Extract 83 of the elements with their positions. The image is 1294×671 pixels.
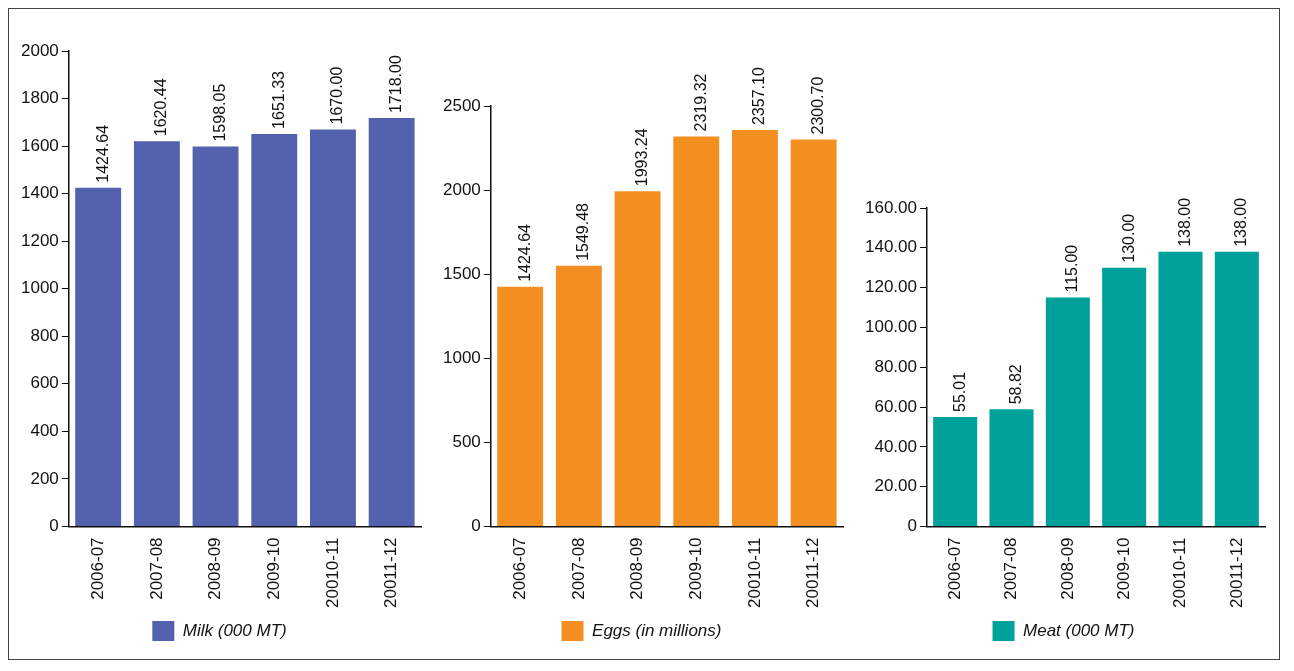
data-label: 2300.70 [809,76,827,135]
data-label: 1424.64 [93,124,111,183]
y-tick-label: 80.00 [874,356,917,376]
data-label: 1651.33 [269,70,287,129]
bar [1214,251,1259,526]
y-tick-label: 1000 [442,347,481,367]
bar [192,146,239,526]
y-tick-label: 1200 [20,230,59,250]
bar [732,130,778,526]
x-tick-label: 2007-08 [146,537,166,600]
data-label: 1549.48 [574,202,592,261]
x-tick-label: 20011-12 [381,537,401,609]
x-tick-label: 2006-07 [87,537,107,600]
data-label: 1620.44 [152,78,170,137]
y-tick-label: 0 [907,516,917,536]
y-tick-label: 1800 [20,88,59,108]
y-tick-label: 600 [30,373,59,393]
y-tick-label: 160.00 [865,197,917,217]
y-tick-label: 2000 [20,40,59,60]
data-label: 115.00 [1063,244,1081,293]
x-tick-label: 2008-09 [205,537,225,600]
x-tick-label: 20011-12 [1226,537,1246,609]
y-tick-label: 1600 [20,135,59,155]
bar [1158,251,1203,526]
x-tick-label: 20010-11 [322,537,342,609]
bar [368,118,415,526]
y-tick-label: 1400 [20,183,59,203]
data-label: 1598.05 [210,83,228,142]
bar [497,286,544,526]
legend-label: Eggs (in millions) [592,620,722,640]
x-tick-label: 20010-11 [744,537,764,609]
data-label: 138.00 [1232,197,1250,247]
y-tick-label: 140.00 [865,237,917,257]
y-tick-label: 40.00 [874,436,917,456]
bar [251,133,298,526]
legend-label: Milk (000 MT) [182,620,287,640]
y-tick-label: 200 [30,468,59,488]
bar [790,139,837,526]
x-tick-label: 20011-12 [803,537,823,609]
x-tick-label: 2007-08 [1001,537,1021,600]
y-tick-label: 0 [49,516,59,536]
y-tick-label: 0 [471,516,481,536]
x-tick-label: 2007-08 [568,537,588,600]
bar [933,416,978,526]
x-tick-label: 2009-10 [263,537,283,600]
bar [614,191,661,526]
y-tick-label: 2500 [442,95,481,115]
y-tick-label: 1500 [442,263,481,283]
data-label: 1718.00 [387,55,405,114]
data-label: 1424.64 [515,223,533,282]
x-tick-label: 2009-10 [685,537,705,600]
bar [1102,267,1147,526]
bar [310,129,356,526]
x-tick-label: 2006-07 [509,537,529,600]
y-tick-label: 400 [30,421,59,441]
data-label: 1670.00 [328,66,346,125]
y-tick-label: 120.00 [865,277,917,297]
y-tick-label: 800 [30,325,59,345]
legend-label: Meat (000 MT) [1023,620,1135,640]
data-label: 1993.24 [632,128,650,187]
data-label: 130.00 [1119,213,1137,263]
data-label: 2357.10 [750,67,768,126]
x-tick-label: 2008-09 [1057,537,1077,600]
bar [555,265,602,526]
y-tick-label: 2000 [442,179,481,199]
x-tick-label: 2008-09 [627,537,647,600]
data-label: 55.01 [950,371,968,412]
bar [133,141,180,526]
y-tick-label: 20.00 [874,476,917,496]
bar [1045,297,1090,526]
bar [75,187,122,526]
y-tick-label: 60.00 [874,396,917,416]
y-tick-label: 100.00 [865,317,917,337]
data-label: 58.82 [1006,364,1024,405]
x-tick-label: 2009-10 [1113,537,1133,600]
data-label: 2319.32 [691,73,709,132]
bar [673,136,720,526]
x-tick-label: 2006-07 [944,537,964,600]
x-tick-label: 20010-11 [1170,537,1190,609]
bar [989,409,1034,526]
y-tick-label: 1000 [20,278,59,298]
y-tick-label: 500 [452,432,481,452]
data-label: 138.00 [1175,197,1193,247]
